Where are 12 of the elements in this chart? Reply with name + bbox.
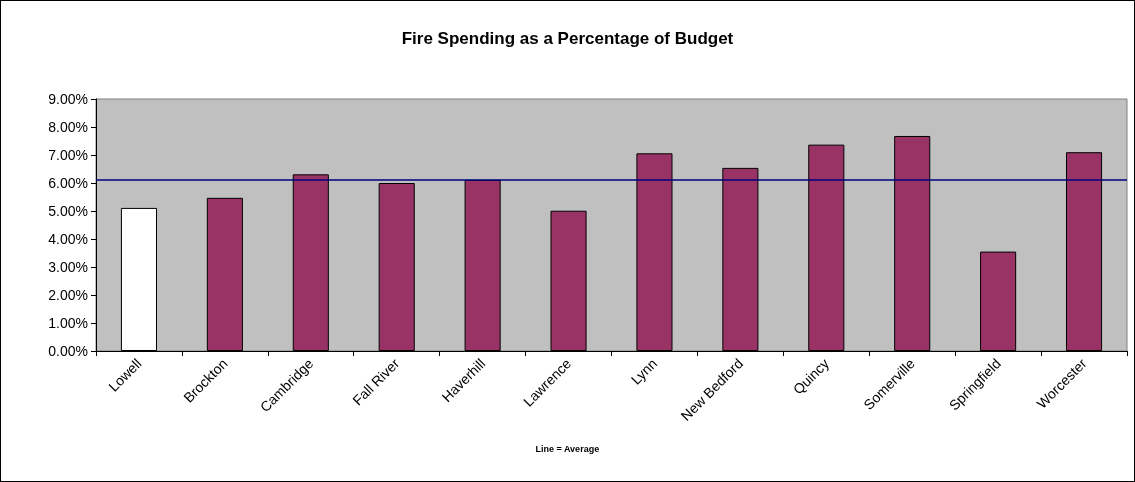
chart-title: Fire Spending as a Percentage of Budget [401, 29, 734, 48]
y-tick-label: 9.00% [48, 91, 88, 107]
y-tick-label: 2.00% [48, 287, 88, 303]
y-tick-label: 3.00% [48, 259, 88, 275]
text: Line = Average [535, 443, 600, 454]
y-tick-label: 7.00% [48, 147, 88, 163]
y-tick-label: 0.00% [48, 343, 88, 359]
y-tick-label: 4.00% [48, 231, 88, 247]
y-tick-label: 1.00% [48, 315, 88, 331]
y-tick-label: 5.00% [48, 203, 88, 219]
y-tick-label: 8.00% [48, 119, 88, 135]
y-tick-label: 6.00% [48, 175, 88, 191]
